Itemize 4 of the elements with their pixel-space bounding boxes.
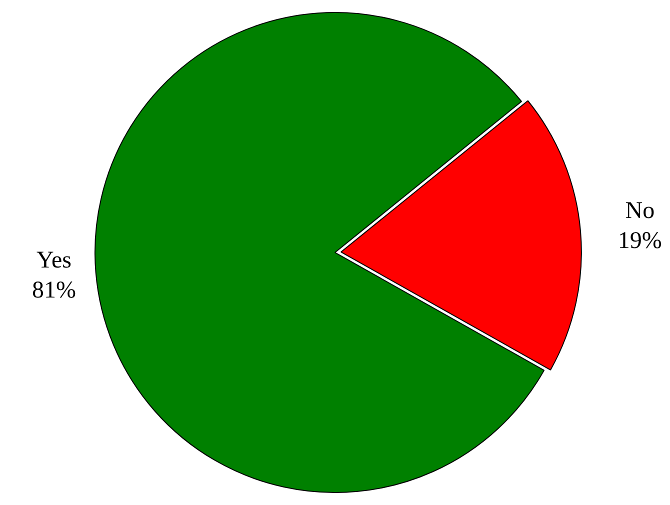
data-label: 81% [32, 277, 76, 304]
data-label: 19% [618, 228, 662, 254]
slice-label: No [625, 198, 655, 224]
slice-label: Yes [36, 247, 72, 274]
